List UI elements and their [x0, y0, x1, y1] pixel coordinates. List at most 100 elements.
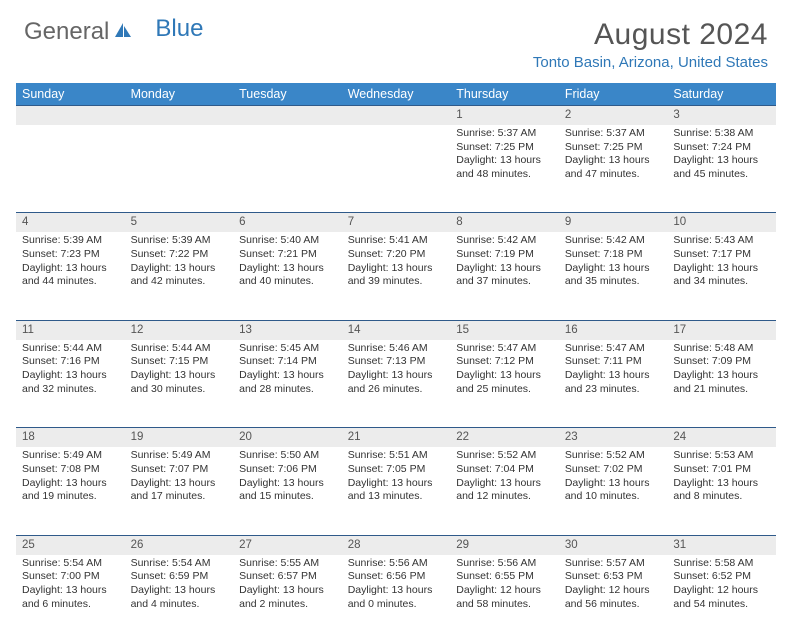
day-info: Sunrise: 5:51 AMSunset: 7:05 PMDaylight:…: [348, 449, 445, 504]
day-number: 2: [559, 106, 668, 125]
day1-text: Daylight: 13 hours: [239, 477, 336, 491]
day1-text: Daylight: 13 hours: [456, 369, 553, 383]
day-number: 28: [342, 535, 451, 554]
day2-text: and 30 minutes.: [131, 383, 228, 397]
day-number: [125, 106, 234, 125]
sunrise-text: Sunrise: 5:52 AM: [565, 449, 662, 463]
day-cell: Sunrise: 5:37 AMSunset: 7:25 PMDaylight:…: [559, 125, 668, 213]
day-info: Sunrise: 5:47 AMSunset: 7:12 PMDaylight:…: [456, 342, 553, 397]
day-number: 8: [450, 213, 559, 232]
daynum-row: 123: [16, 106, 776, 125]
day1-text: Daylight: 13 hours: [565, 477, 662, 491]
sunrise-text: Sunrise: 5:45 AM: [239, 342, 336, 356]
day-cell: Sunrise: 5:54 AMSunset: 6:59 PMDaylight:…: [125, 555, 234, 643]
weekday-header: Saturday: [667, 83, 776, 106]
day2-text: and 17 minutes.: [131, 490, 228, 504]
day-info: Sunrise: 5:56 AMSunset: 6:55 PMDaylight:…: [456, 557, 553, 612]
day-info: Sunrise: 5:39 AMSunset: 7:23 PMDaylight:…: [22, 234, 119, 289]
day-info: Sunrise: 5:54 AMSunset: 7:00 PMDaylight:…: [22, 557, 119, 612]
weekday-header: Tuesday: [233, 83, 342, 106]
day-number: 13: [233, 320, 342, 339]
sunset-text: Sunset: 7:20 PM: [348, 248, 445, 262]
daynum-row: 25262728293031: [16, 535, 776, 554]
sunrise-text: Sunrise: 5:53 AM: [673, 449, 770, 463]
sunset-text: Sunset: 7:04 PM: [456, 463, 553, 477]
logo-text-2: Blue: [155, 15, 203, 43]
day-number: 22: [450, 428, 559, 447]
day2-text: and 56 minutes.: [565, 598, 662, 612]
sunset-text: Sunset: 6:59 PM: [131, 570, 228, 584]
day1-text: Daylight: 13 hours: [348, 262, 445, 276]
sunrise-text: Sunrise: 5:57 AM: [565, 557, 662, 571]
day2-text: and 39 minutes.: [348, 275, 445, 289]
sunset-text: Sunset: 7:23 PM: [22, 248, 119, 262]
day2-text: and 2 minutes.: [239, 598, 336, 612]
weekday-header: Sunday: [16, 83, 125, 106]
day-body-row: Sunrise: 5:54 AM Sunset: 7:00 PM Daylight:…: [16, 555, 776, 643]
day2-text: and 4 minutes.: [131, 598, 228, 612]
day-info: Sunrise: 5:49 AMSunset: 7:07 PMDaylight:…: [131, 449, 228, 504]
sunset-text: Sunset: 7:07 PM: [131, 463, 228, 477]
day2-text: and 48 minutes.: [456, 168, 553, 182]
daynum-row: 11121314151617: [16, 320, 776, 339]
sunrise-text: Sunrise: 5:47 AM: [565, 342, 662, 356]
day-number: 29: [450, 535, 559, 554]
day-cell: Sunrise: 5:49 AMSunset: 7:08 PMDaylight:…: [16, 447, 125, 535]
day2-text: and 10 minutes.: [565, 490, 662, 504]
day-number: 23: [559, 428, 668, 447]
day-info: Sunrise: 5:44 AMSunset: 7:15 PMDaylight:…: [131, 342, 228, 397]
day-info: Sunrise: 5:52 AMSunset: 7:04 PMDaylight:…: [456, 449, 553, 504]
sunrise-text: Sunrise: 5:44 AM: [22, 342, 119, 356]
page-header: General Blue August 2024 Tonto Basin, Ar…: [0, 0, 792, 77]
day-number: 19: [125, 428, 234, 447]
sunrise-text: Sunrise: 5:56 AM: [456, 557, 553, 571]
day-info: Sunrise: 5:37 AMSunset: 7:25 PMDaylight:…: [456, 127, 553, 182]
day2-text: and 13 minutes.: [348, 490, 445, 504]
sunset-text: Sunset: 7:00 PM: [22, 570, 119, 584]
day-number: 10: [667, 213, 776, 232]
day-info: Sunrise: 5:38 AMSunset: 7:24 PMDaylight:…: [673, 127, 770, 182]
day2-text: and 23 minutes.: [565, 383, 662, 397]
day-cell: Sunrise: 5:37 AMSunset: 7:25 PMDaylight:…: [450, 125, 559, 213]
day2-text: and 32 minutes.: [22, 383, 119, 397]
day1-text: Daylight: 13 hours: [22, 477, 119, 491]
day-cell: Sunrise: 5:46 AMSunset: 7:13 PMDaylight:…: [342, 340, 451, 428]
sunset-text: Sunset: 7:17 PM: [673, 248, 770, 262]
day1-text: Daylight: 13 hours: [673, 369, 770, 383]
day-info: Sunrise: 5:41 AMSunset: 7:20 PMDaylight:…: [348, 234, 445, 289]
sunrise-text: Sunrise: 5:49 AM: [22, 449, 119, 463]
day-cell: Sunrise: 5:44 AMSunset: 7:16 PMDaylight:…: [16, 340, 125, 428]
sunrise-text: Sunrise: 5:37 AM: [565, 127, 662, 141]
day1-text: Daylight: 13 hours: [131, 369, 228, 383]
sunset-text: Sunset: 7:15 PM: [131, 355, 228, 369]
day2-text: and 28 minutes.: [239, 383, 336, 397]
sunset-text: Sunset: 6:52 PM: [673, 570, 770, 584]
day-cell: Sunrise: 5:41 AMSunset: 7:20 PMDaylight:…: [342, 232, 451, 320]
day1-text: Daylight: 13 hours: [131, 477, 228, 491]
sunset-text: Sunset: 7:25 PM: [565, 141, 662, 155]
day-cell: Sunrise: 5:47 AMSunset: 7:12 PMDaylight:…: [450, 340, 559, 428]
weekday-header: Friday: [559, 83, 668, 106]
logo: General Blue: [24, 18, 203, 46]
day1-text: Daylight: 13 hours: [239, 262, 336, 276]
sunset-text: Sunset: 7:01 PM: [673, 463, 770, 477]
day-cell: Sunrise: 5:49 AMSunset: 7:07 PMDaylight:…: [125, 447, 234, 535]
day2-text: and 15 minutes.: [239, 490, 336, 504]
day-cell: Sunrise: 5:55 AMSunset: 6:57 PMDaylight:…: [233, 555, 342, 643]
sunrise-text: Sunrise: 5:54 AM: [131, 557, 228, 571]
day-number: 11: [16, 320, 125, 339]
day1-text: Daylight: 13 hours: [456, 262, 553, 276]
day-number: 9: [559, 213, 668, 232]
sunrise-text: Sunrise: 5:58 AM: [673, 557, 770, 571]
day-info: Sunrise: 5:44 AMSunset: 7:16 PMDaylight:…: [22, 342, 119, 397]
day-number: 30: [559, 535, 668, 554]
sunset-text: Sunset: 7:13 PM: [348, 355, 445, 369]
day1-text: Daylight: 13 hours: [239, 584, 336, 598]
day-info: Sunrise: 5:37 AMSunset: 7:25 PMDaylight:…: [565, 127, 662, 182]
day-number: [16, 106, 125, 125]
day2-text: and 37 minutes.: [456, 275, 553, 289]
sunrise-text: Sunrise: 5:46 AM: [348, 342, 445, 356]
sunset-text: Sunset: 7:25 PM: [456, 141, 553, 155]
sunrise-text: Sunrise: 5:42 AM: [565, 234, 662, 248]
day-cell: Sunrise: 5:58 AMSunset: 6:52 PMDaylight:…: [667, 555, 776, 643]
